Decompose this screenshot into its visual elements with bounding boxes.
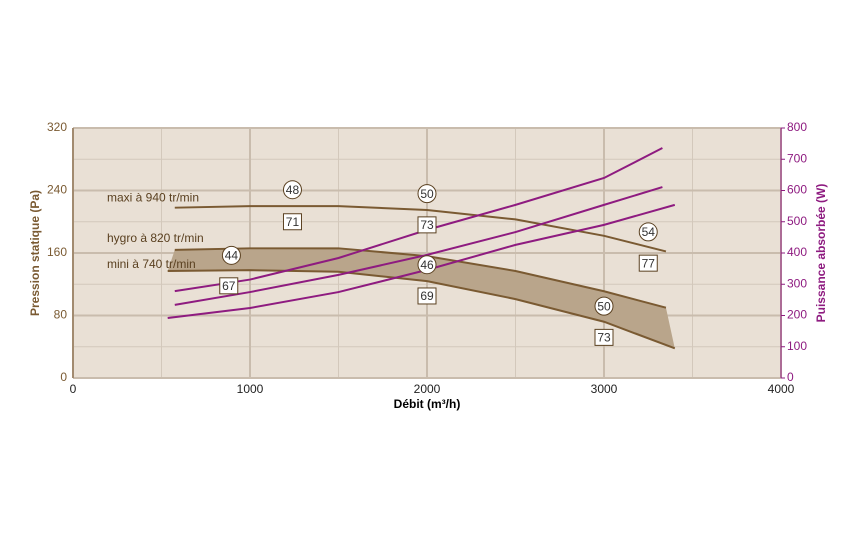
x-tick-label: 1000	[237, 382, 264, 396]
annotation-text: 50	[597, 299, 611, 313]
y-tick-label: 80	[54, 308, 68, 322]
series-label: hygro à 820 tr/min	[107, 231, 204, 245]
series-line	[174, 186, 663, 306]
annotation-box	[417, 287, 437, 305]
annotation-text: 77	[642, 256, 656, 270]
annotation-box	[638, 254, 658, 272]
annotation-text: 73	[420, 218, 434, 232]
annotation-text: 71	[286, 215, 300, 229]
y-tick-label: 320	[47, 120, 67, 134]
y-tick-label: 240	[47, 183, 67, 197]
annotation-text: 46	[420, 258, 434, 272]
series-label: mini à 740 tr/min	[107, 257, 196, 271]
annotation-text: 73	[597, 331, 611, 345]
y-axis-label: Pression statique (Pa)	[28, 190, 42, 316]
x-axis-label: Débit (m³/h)	[394, 397, 461, 411]
annotation-text: 48	[286, 183, 300, 197]
annotation-circle	[221, 245, 241, 265]
annotation-circle	[417, 255, 437, 275]
annotation-box	[417, 216, 437, 234]
y2-tick-label: 200	[787, 308, 807, 322]
annotation-text: 67	[222, 279, 236, 293]
x-tick-label: 2000	[414, 382, 441, 396]
series-line	[167, 269, 676, 350]
series-line	[174, 205, 667, 253]
annotation-text: 69	[420, 289, 434, 303]
y-tick-label: 160	[47, 245, 67, 259]
y-tick-label: 0	[60, 370, 67, 384]
annotation-circle	[417, 184, 437, 204]
annotation-box	[282, 213, 302, 231]
annotation-box	[219, 277, 239, 295]
y2-tick-label: 600	[787, 183, 807, 197]
annotation-text: 54	[642, 225, 656, 239]
y2-tick-label: 400	[787, 245, 807, 259]
annotation-circle	[282, 180, 302, 200]
annotation-circle	[594, 296, 614, 316]
series-label: maxi à 940 tr/min	[107, 190, 199, 204]
annotation-text: 44	[225, 249, 239, 263]
y2-axis-label: Puissance absorbée (W)	[814, 184, 828, 323]
y2-tick-label: 700	[787, 151, 807, 165]
y2-tick-label: 800	[787, 120, 807, 134]
annotation-text: 50	[420, 187, 434, 201]
x-tick-label: 4000	[768, 382, 795, 396]
y2-tick-label: 300	[787, 276, 807, 290]
x-tick-label: 0	[70, 382, 77, 396]
y2-tick-label: 100	[787, 339, 807, 353]
annotation-box	[594, 328, 614, 346]
x-tick-label: 3000	[591, 382, 618, 396]
y2-tick-label: 500	[787, 214, 807, 228]
annotation-circle	[638, 222, 658, 242]
y2-tick-label: 0	[787, 370, 794, 384]
